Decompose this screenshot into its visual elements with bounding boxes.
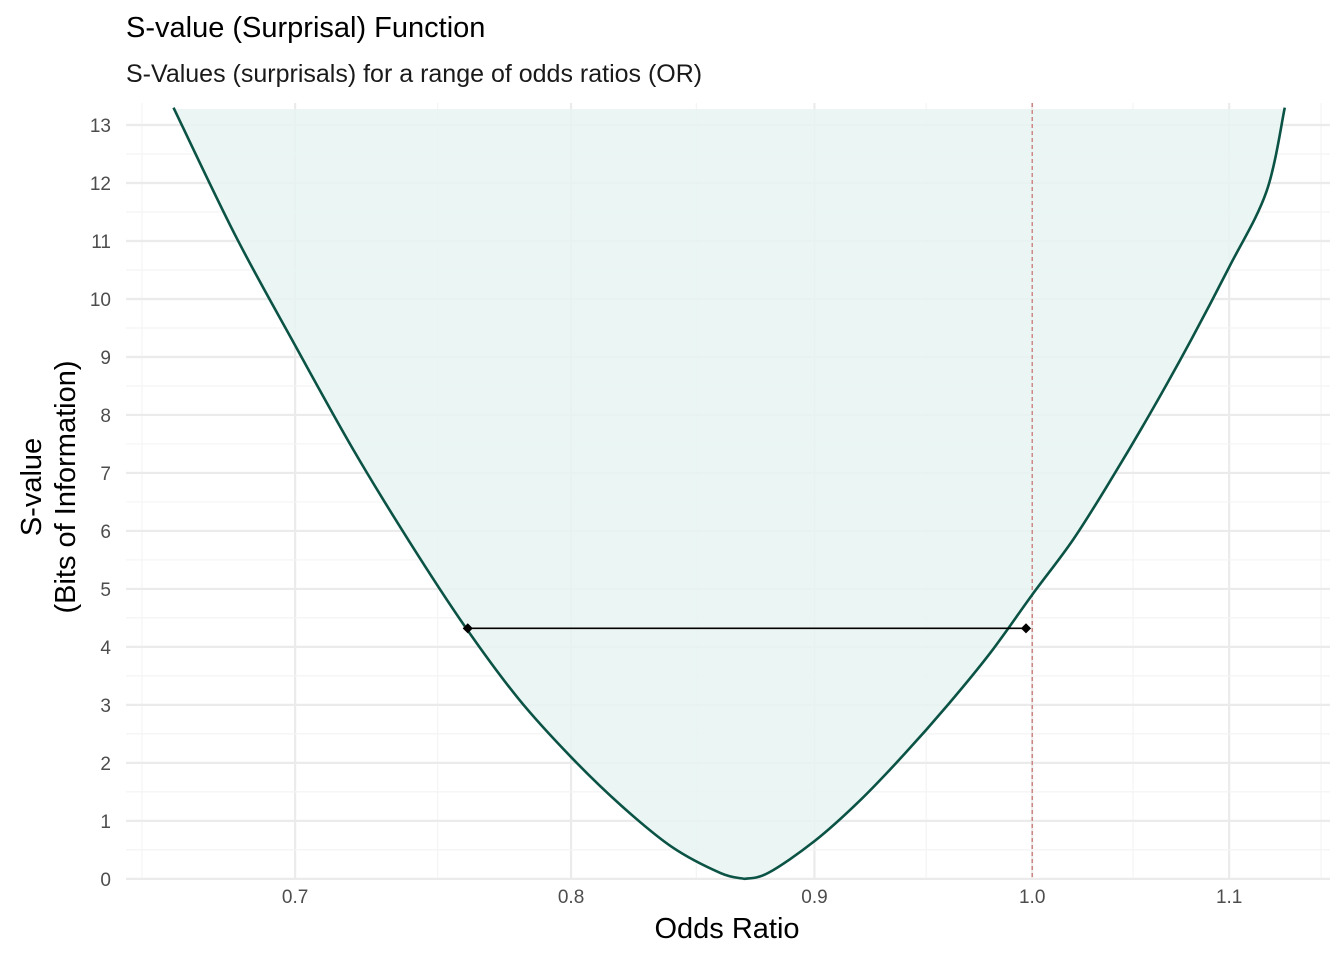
y-tick-label: 8 [100,406,111,427]
y-tick-label: 13 [90,116,111,137]
y-axis-label-group: S-value (Bits of Information) [16,360,82,613]
s-value-curve-layer [172,107,1287,881]
y-tick-label: 4 [100,638,111,659]
x-tick-label: 0.9 [801,887,827,908]
y-tick-label: 9 [100,348,111,369]
y-tick-label: 2 [100,754,111,775]
interval-layer [462,623,1032,634]
chart-title: S-value (Surprisal) Function [126,12,485,44]
y-axis-label-line-2: (Bits of Information) [50,360,82,613]
interval-lower-point [462,623,473,634]
curve-fill [173,107,1285,879]
y-tick-label: 7 [100,464,111,485]
y-tick-label: 6 [100,522,111,543]
y-axis-label-line-1: S-value [16,438,48,536]
y-tick-label: 11 [91,232,111,253]
chart-subtitle: S-Values (surprisals) for a range of odd… [126,60,702,88]
y-tick-label: 3 [100,696,111,717]
confidence-fill-area [173,107,1285,879]
y-tick-label: 10 [90,290,111,311]
x-tick-label: 0.8 [558,887,584,908]
x-tick-label: 1.1 [1216,887,1242,908]
interval-upper-point [1020,623,1032,634]
y-tick-label: 5 [100,580,111,601]
s-value-curve [172,107,1287,881]
y-tick-label: 12 [90,174,111,195]
x-axis-label: Odds Ratio [654,913,799,945]
y-tick-label: 1 [100,812,111,833]
y-tick-label: 0 [100,870,111,891]
x-tick-label: 0.7 [282,887,308,908]
x-axis-ticks: 0.7 0.8 0.9 1.0 1.1 [282,887,1242,908]
x-tick-label: 1.0 [1019,887,1045,908]
